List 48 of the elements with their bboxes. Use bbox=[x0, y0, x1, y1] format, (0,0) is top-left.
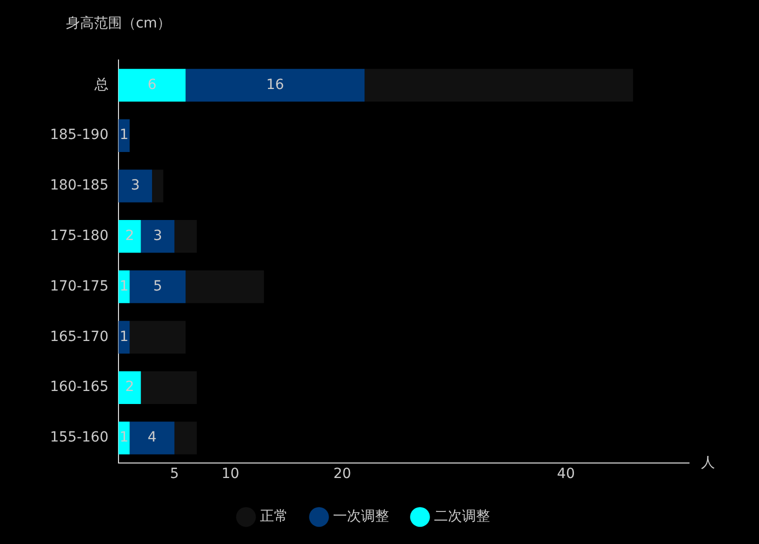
bar bbox=[186, 270, 264, 304]
data-label: 6 bbox=[148, 76, 157, 93]
data-label: 5 bbox=[153, 278, 162, 294]
y-tick-label: 175-180 bbox=[50, 228, 108, 244]
bar bbox=[140, 220, 174, 253]
legend-label: 二次调整 bbox=[434, 508, 490, 525]
data-label: 3 bbox=[153, 228, 162, 244]
y-tick-label: 155-160 bbox=[50, 430, 108, 446]
bar bbox=[152, 170, 164, 202]
x-tick-label: 10 bbox=[221, 466, 240, 482]
bar bbox=[118, 170, 152, 202]
data-label: 2 bbox=[125, 228, 134, 244]
data-label: 1 bbox=[120, 278, 129, 294]
bar bbox=[174, 422, 197, 454]
bar bbox=[118, 320, 130, 354]
bar bbox=[130, 320, 186, 354]
bar bbox=[118, 220, 141, 253]
legend-label: 一次调整 bbox=[333, 508, 389, 525]
data-label: 4 bbox=[148, 430, 157, 446]
bar bbox=[118, 422, 130, 454]
bar bbox=[118, 270, 130, 304]
data-label: 16 bbox=[266, 76, 284, 93]
data-label: 1 bbox=[120, 328, 129, 345]
x-axis-title: 人 bbox=[701, 454, 715, 471]
y-tick-label: 总 bbox=[93, 76, 108, 93]
bar bbox=[174, 220, 197, 253]
legend-label: 正常 bbox=[260, 508, 288, 525]
y-tick-label: 185-190 bbox=[50, 127, 108, 144]
x-tick-label: 40 bbox=[557, 466, 575, 482]
data-label: 1 bbox=[120, 127, 129, 144]
bar bbox=[118, 119, 130, 152]
y-tick-label: 165-170 bbox=[50, 328, 108, 345]
y-tick-label: 180-185 bbox=[50, 178, 108, 194]
x-tick-label: 5 bbox=[170, 466, 179, 482]
bar bbox=[364, 68, 634, 102]
bar bbox=[130, 422, 174, 454]
bar bbox=[140, 371, 197, 404]
x-tick-label: 20 bbox=[333, 466, 352, 482]
data-label: 3 bbox=[130, 178, 140, 194]
y-tick-label: 160-165 bbox=[50, 379, 108, 396]
bar bbox=[130, 270, 186, 304]
bar bbox=[118, 371, 141, 404]
data-label: 2 bbox=[125, 379, 134, 396]
y-tick-label: 170-175 bbox=[50, 278, 108, 294]
bar bbox=[118, 68, 186, 102]
y-axis-title: 身高范围（cm） bbox=[66, 16, 172, 32]
bar bbox=[186, 68, 365, 102]
data-label: 1 bbox=[120, 430, 129, 446]
